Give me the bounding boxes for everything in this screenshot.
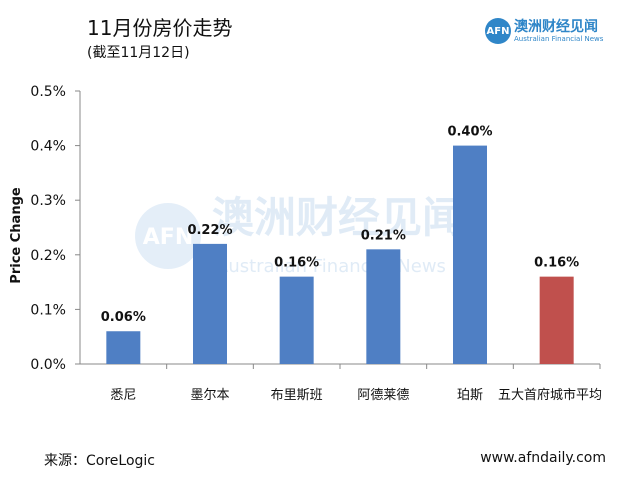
- website-url: www.afndaily.com: [480, 450, 606, 466]
- bar: [366, 249, 401, 364]
- bar-value-label: 0.16%: [274, 256, 319, 271]
- bar: [193, 243, 227, 364]
- bar: [539, 276, 574, 364]
- bar-value-label: 0.16%: [534, 256, 579, 271]
- x-tick-label: 阿德莱德: [357, 388, 409, 403]
- x-tick-label: 悉尼: [110, 388, 136, 403]
- bar-value-label: 0.22%: [187, 223, 232, 238]
- bar: [106, 331, 141, 364]
- x-tick-label: 五大首府城市平均: [498, 387, 602, 403]
- watermark-name-cn: 澳洲财经见闻: [212, 193, 464, 242]
- source-note: 来源：CoreLogic: [44, 453, 155, 469]
- bar: [453, 145, 487, 364]
- y-tick-label: 0.4%: [30, 139, 66, 155]
- x-tick-label: 布里斯班: [271, 388, 323, 403]
- chart-subtitle: (截至11月12日): [87, 45, 190, 61]
- y-tick-label: 0.2%: [30, 248, 66, 264]
- bar-value-label: 0.06%: [101, 310, 146, 325]
- y-axis-label: Price Change: [9, 187, 24, 284]
- y-tick-label: 0.5%: [30, 84, 66, 100]
- afn-logo: AFN 澳洲财经见闻 Australian Financial News: [485, 16, 620, 50]
- bar: [279, 276, 314, 364]
- y-tick-label: 0.0%: [30, 357, 66, 373]
- logo-name-cn: 澳洲财经见闻: [514, 19, 598, 35]
- watermark-logo-text: AFN: [143, 225, 193, 250]
- watermark-name-en: Australian Financial News: [216, 256, 446, 277]
- bar-value-label: 0.21%: [361, 228, 406, 243]
- afn-logo-icon: AFN: [485, 18, 511, 44]
- logo-name-en: Australian Financial News: [514, 35, 604, 43]
- x-tick-label: 墨尔本: [190, 388, 229, 403]
- y-tick-label: 0.3%: [30, 193, 66, 209]
- watermark-logo-icon: [135, 203, 201, 269]
- bar-value-label: 0.40%: [447, 125, 492, 140]
- y-tick-label: 0.1%: [30, 302, 66, 318]
- x-tick-label: 珀斯: [457, 388, 483, 403]
- chart-title: 11月份房价走势: [87, 16, 233, 40]
